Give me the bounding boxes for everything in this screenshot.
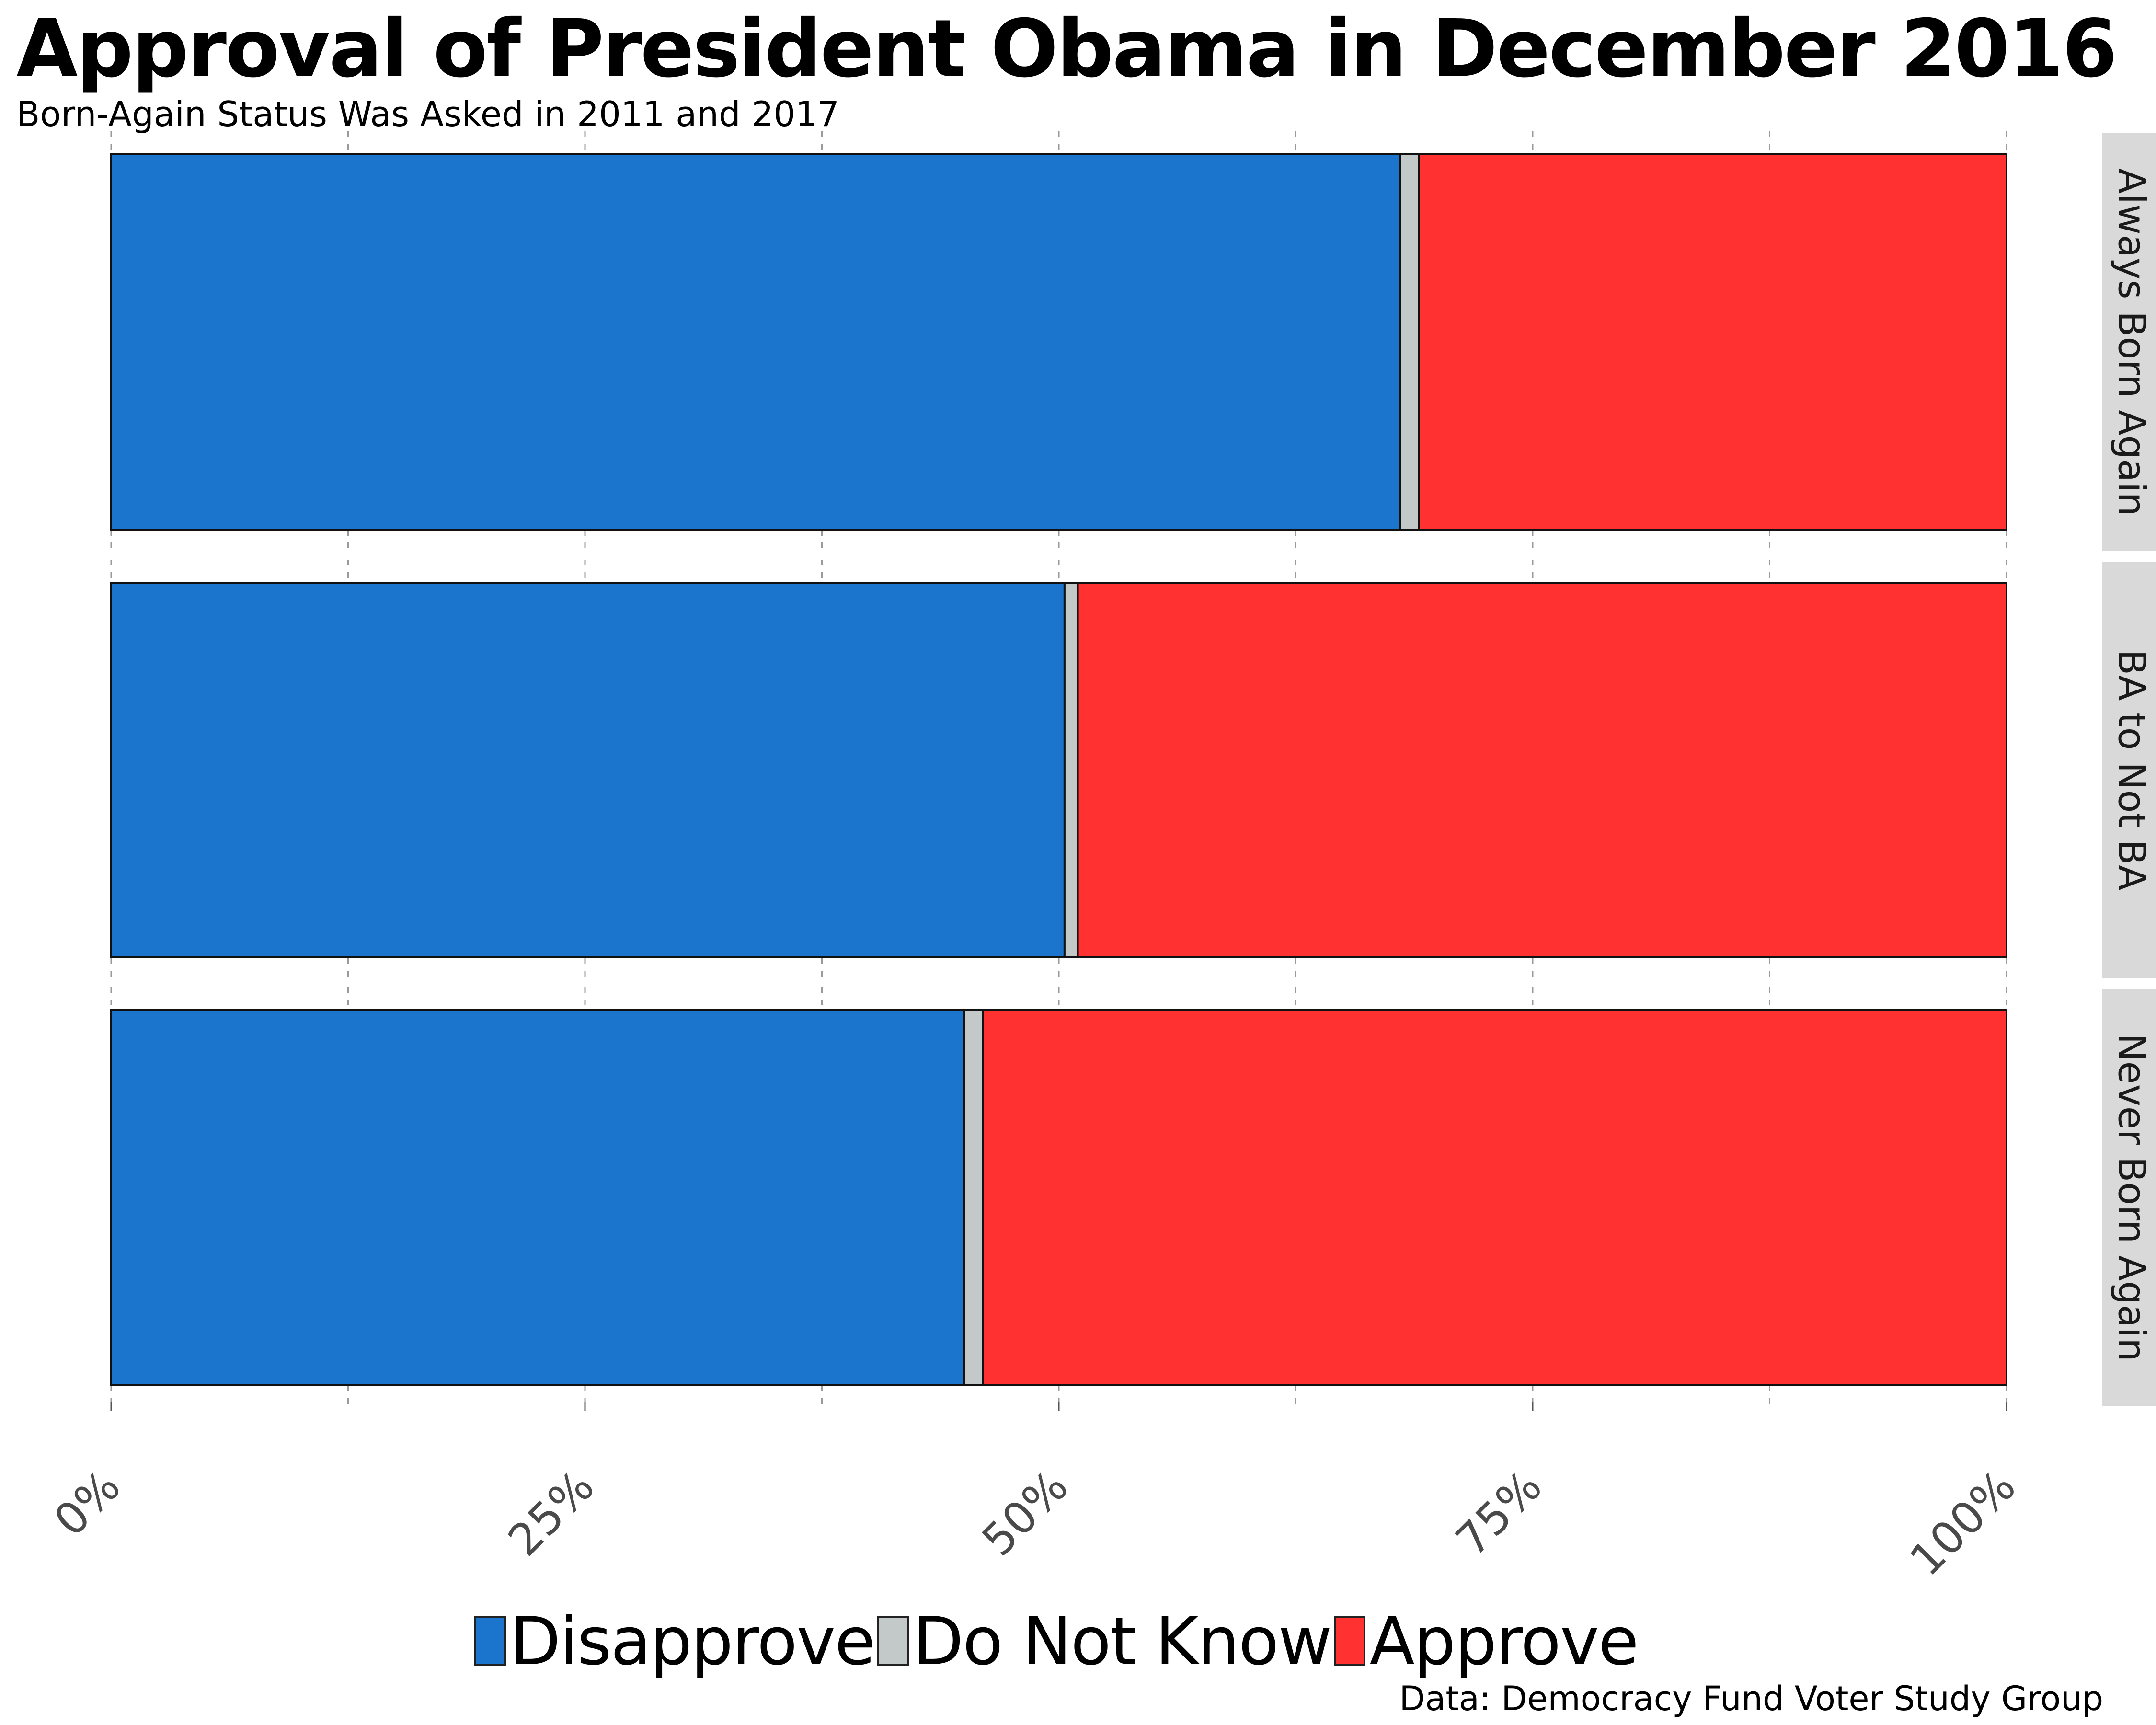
x-tick-label: 100% [1900,1460,2026,1586]
facet-strip [2102,989,2156,1406]
x-tick-label: 0% [45,1460,130,1546]
bar-disapprove [110,1009,965,1386]
facet-strip [2102,562,2156,978]
x-tick-label: 50% [972,1460,1078,1566]
data-source-caption: Data: Democracy Fund Voter Study Group [1399,1679,2103,1718]
legend-swatch [877,1616,909,1666]
bar-do-not-know [1063,582,1079,958]
facet-strip [2102,133,2156,551]
x-tick-label: 25% [498,1460,604,1566]
x-tick-label: 75% [1446,1460,1551,1566]
facet-label: BA to Not BA [2110,649,2153,890]
legend-item-approve: Approve [1334,1603,1640,1680]
chart-title: Approval of President Obama in December … [16,3,2118,95]
legend-swatch [474,1616,506,1666]
facet-label: Never Born Again [2110,1033,2153,1361]
chart-subtitle: Born-Again Status Was Asked in 2011 and … [16,94,839,134]
bar-do-not-know [1399,153,1420,531]
legend-item-disapprove: Disapprove [474,1603,877,1680]
bar-disapprove [110,153,1401,531]
bar-approve [982,1009,2007,1386]
legend-item-do-not-know: Do Not Know [877,1603,1334,1680]
legend-label: Approve [1369,1602,1639,1680]
legend-label: Do Not Know [912,1602,1332,1680]
bar-approve [1418,153,2007,531]
legend-label: Disapprove [510,1602,875,1680]
legend: Disapprove Do Not Know Approve [474,1603,1641,1680]
bar-do-not-know [963,1009,984,1386]
bar-disapprove [110,582,1066,958]
bar-approve [1077,582,2007,958]
legend-swatch [1334,1616,1366,1666]
facet-label: Always Born Again [2110,168,2153,516]
